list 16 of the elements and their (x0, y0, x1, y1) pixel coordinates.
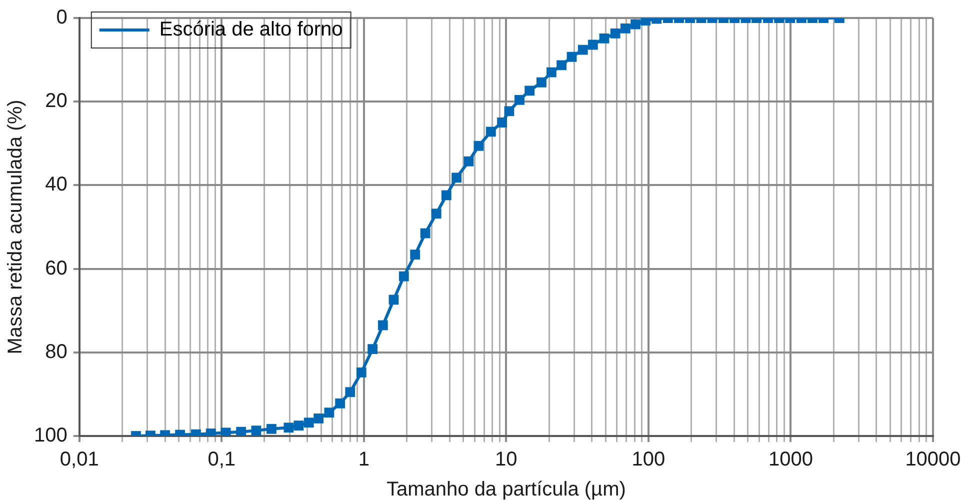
legend-label: Escória de alto forno (159, 18, 343, 41)
x-axis-title: Tamanho da partícula (µm) (386, 478, 626, 501)
y-tick-label: 80 (45, 340, 68, 363)
x-tick-label: 10000 (905, 448, 961, 471)
y-tick-label: 40 (45, 174, 68, 196)
y-tick-label: 100 (34, 424, 68, 447)
x-tick-label: 1000 (768, 448, 813, 471)
x-tick-label: 0,1 (208, 448, 236, 471)
x-tick-label: 1 (358, 448, 370, 471)
x-tick-label: 100 (632, 448, 666, 471)
y-tick-label: 20 (45, 90, 68, 112)
x-tick-label: 0,01 (60, 448, 99, 471)
y-tick-label: 60 (45, 257, 68, 280)
y-tick-label: 0 (56, 6, 68, 29)
y-axis-title: Massa retida acumulada (%) (4, 100, 27, 354)
x-tick-label: 10 (495, 448, 518, 471)
